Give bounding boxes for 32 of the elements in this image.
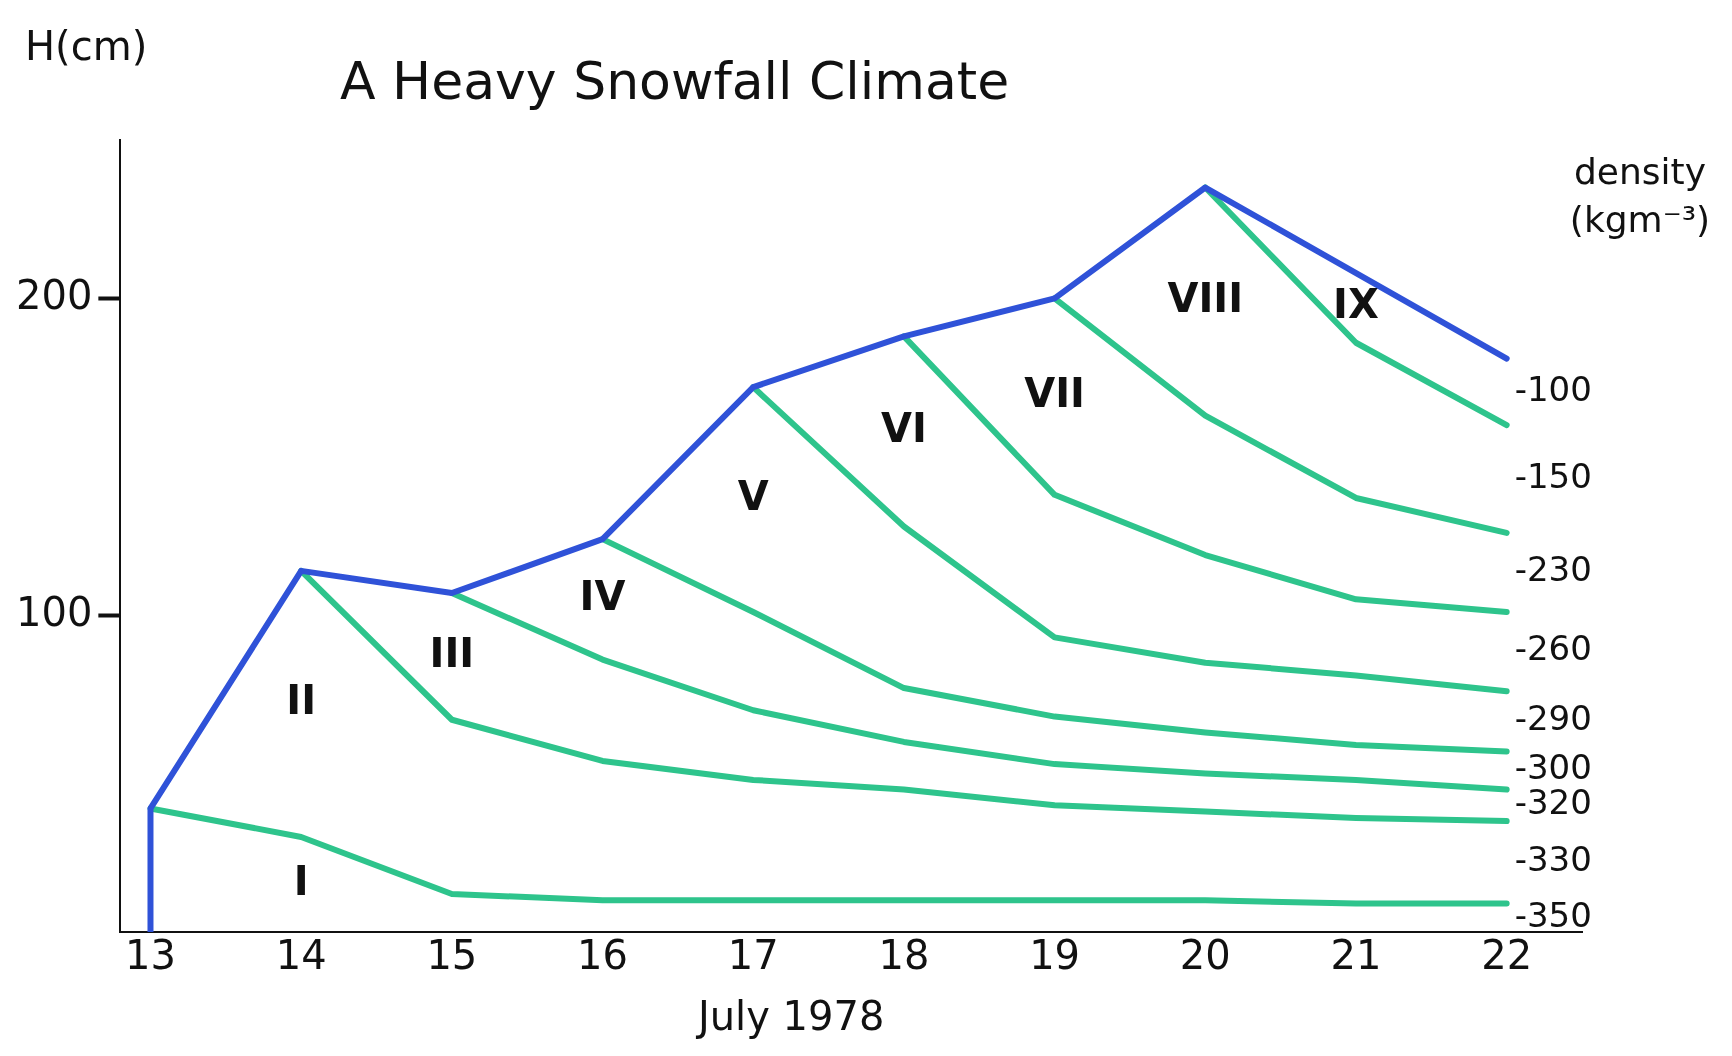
annotation: VI <box>880 404 927 451</box>
x-tick-label: 19 <box>1029 932 1081 979</box>
chart-title: A Heavy Snowfall Climate <box>340 50 1010 111</box>
x-tick-label: 18 <box>878 932 930 979</box>
annotation: IX <box>1333 281 1379 328</box>
annotation: III <box>429 629 475 676</box>
annotation: VII <box>1024 370 1085 416</box>
x-tick-label: 21 <box>1330 932 1382 979</box>
x-tick-label: 17 <box>727 932 779 979</box>
y-tick-label: 200 <box>15 271 93 318</box>
x-tick-label: 13 <box>125 932 176 979</box>
x-tick-label: 22 <box>1481 932 1533 979</box>
annotation: -350 <box>1514 894 1592 935</box>
annotation: -330 <box>1514 839 1592 880</box>
annotation: I <box>293 857 309 904</box>
y2-axis-title: density (kgm⁻³) <box>1569 151 1711 241</box>
y-tick-label: 100 <box>15 588 93 635</box>
y-axis-title: H(cm) <box>25 23 148 70</box>
x-tick-label: 16 <box>577 932 628 979</box>
annotation: V <box>737 472 769 519</box>
annotation: -150 <box>1514 455 1592 496</box>
annotation: -290 <box>1514 698 1592 739</box>
annotation: IV <box>579 572 626 619</box>
x-tick-label: 20 <box>1179 932 1231 979</box>
annotation: -100 <box>1514 368 1592 409</box>
x-axis-title: July 1978 <box>694 993 885 1040</box>
x-tick-label: 14 <box>275 932 327 979</box>
annotation: VIII <box>1167 274 1244 321</box>
annotation: -260 <box>1514 628 1592 669</box>
x-tick-label: 15 <box>426 932 478 979</box>
annotation: -230 <box>1514 549 1592 590</box>
annotation: II <box>286 677 317 724</box>
